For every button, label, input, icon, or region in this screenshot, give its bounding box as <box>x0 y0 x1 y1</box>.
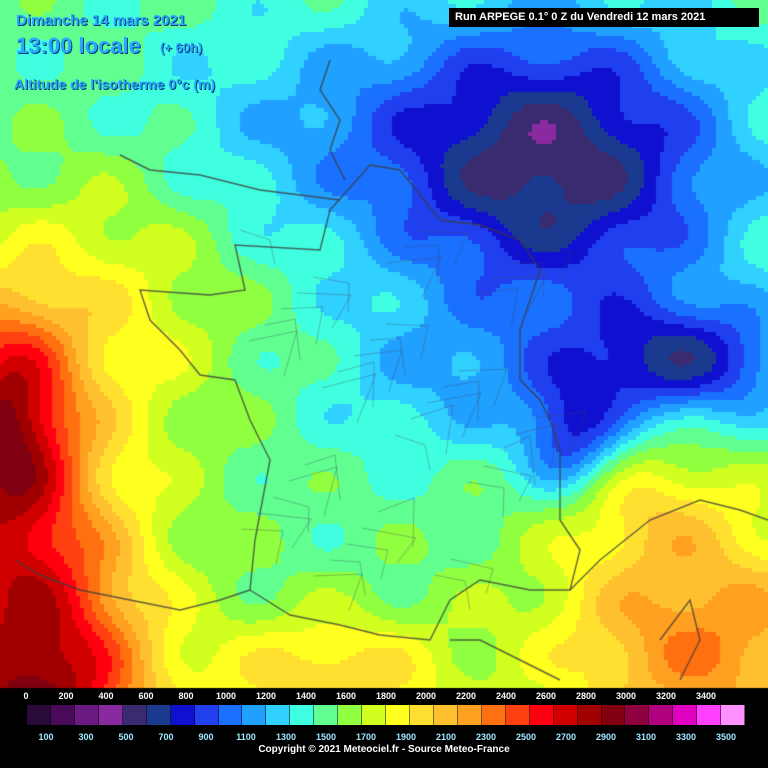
legend-tick-label: 3400 <box>695 691 717 701</box>
color-legend: 0 200 400 600 800 1000 1200 1400 1600 1800 2000 220… <box>0 688 768 768</box>
legend-swatch <box>601 705 626 725</box>
legend-swatch <box>386 705 410 725</box>
legend-swatch <box>27 705 51 725</box>
legend-swatch <box>410 705 434 725</box>
legend-swatch <box>649 705 674 725</box>
legend-tick-label: 1300 <box>275 732 297 742</box>
legend-swatch <box>625 705 650 725</box>
legend-tick-label: 2200 <box>455 691 477 701</box>
legend-tick-label: 900 <box>198 732 214 742</box>
legend-tick-label: 400 <box>98 691 114 701</box>
legend-swatch <box>314 705 339 725</box>
legend-tick-label: 1500 <box>315 732 337 742</box>
legend-swatch <box>362 705 387 725</box>
legend-tick-label: 800 <box>178 691 194 701</box>
legend-swatch <box>194 705 219 725</box>
legend-tick-label: 1700 <box>355 732 377 742</box>
legend-swatch <box>457 705 482 725</box>
legend-swatch <box>50 705 75 725</box>
legend-tick-label: 2800 <box>575 691 597 701</box>
legend-swatch <box>74 705 99 725</box>
legend-tick-label: 2000 <box>415 691 437 701</box>
parameter-title: Altitude de l'isotherme 0°c (m) <box>14 76 216 92</box>
legend-swatch <box>505 705 530 725</box>
model-run-label: Run ARPEGE 0.1° 0 Z du Vendredi 12 mars … <box>449 8 759 27</box>
legend-tick-label: 2100 <box>435 732 457 742</box>
legend-tick-label: 700 <box>158 732 174 742</box>
legend-tick-label: 1900 <box>395 732 417 742</box>
legend-tick-label: 300 <box>78 732 94 742</box>
legend-swatch <box>529 705 554 725</box>
legend-tick-label: 2300 <box>475 732 497 742</box>
legend-tick-label: 3300 <box>675 732 697 742</box>
legend-swatch <box>242 705 267 725</box>
legend-swatch <box>98 705 123 725</box>
legend-swatch <box>697 705 722 725</box>
legend-tick-label: 0 <box>23 691 29 701</box>
legend-swatch <box>290 705 315 725</box>
legend-tick-label: 1800 <box>375 691 397 701</box>
legend-swatch <box>146 705 171 725</box>
legend-tick-label: 1000 <box>215 691 237 701</box>
legend-swatch <box>577 705 602 725</box>
legend-tick-label: 600 <box>138 691 154 701</box>
legend-swatch <box>673 705 698 725</box>
legend-color-bar <box>26 704 746 726</box>
legend-tick-label: 2700 <box>555 732 577 742</box>
legend-tick-label: 1200 <box>255 691 277 701</box>
legend-tick-label: 1400 <box>295 691 317 701</box>
copyright-notice: Copyright © 2021 Meteociel.fr - Source M… <box>258 744 510 755</box>
legend-tick-label: 2400 <box>495 691 517 701</box>
legend-tick-label: 3100 <box>635 732 657 742</box>
legend-tick-label: 2500 <box>515 732 537 742</box>
legend-tick-label: 200 <box>58 691 74 701</box>
legend-swatch <box>338 705 363 725</box>
legend-tick-label: 500 <box>118 732 134 742</box>
legend-tick-label: 3500 <box>715 732 737 742</box>
legend-tick-label: 1600 <box>335 691 357 701</box>
legend-swatch <box>122 705 147 725</box>
forecast-lead-time: (+ 60h) <box>160 40 203 55</box>
legend-tick-label: 3200 <box>655 691 677 701</box>
legend-swatch <box>721 705 746 725</box>
legend-swatch <box>433 705 458 725</box>
legend-swatch <box>266 705 291 725</box>
legend-swatch <box>170 705 195 725</box>
forecast-date: Dimanche 14 mars 2021 <box>16 12 187 29</box>
legend-swatch <box>553 705 578 725</box>
legend-tick-label: 2900 <box>595 732 617 742</box>
legend-tick-label: 1100 <box>236 732 256 742</box>
legend-tick-label: 3000 <box>615 691 637 701</box>
legend-swatch <box>218 705 243 725</box>
legend-tick-label: 2600 <box>535 691 557 701</box>
legend-swatch <box>481 705 506 725</box>
legend-tick-label: 100 <box>38 732 54 742</box>
forecast-time: 13:00 locale <box>16 33 141 58</box>
